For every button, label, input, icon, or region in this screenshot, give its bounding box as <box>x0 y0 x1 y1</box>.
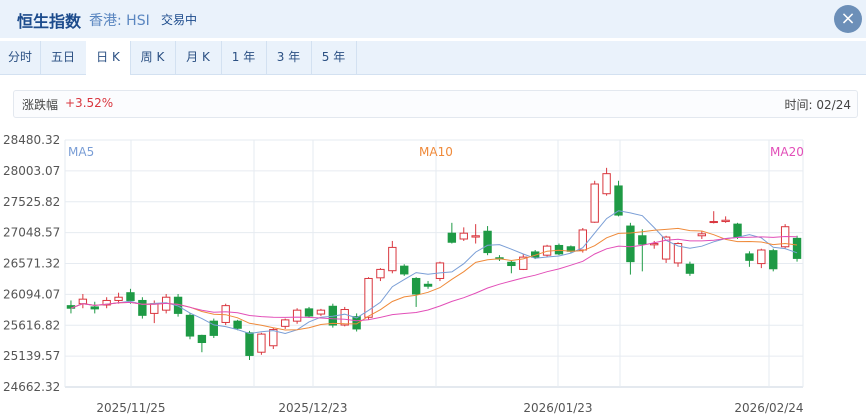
candle-body <box>411 277 421 295</box>
candle-body <box>269 329 278 347</box>
legend-ma10: MA10 <box>419 145 453 159</box>
candle-body <box>459 232 468 240</box>
y-tick-label: 26571.32 <box>3 257 60 271</box>
candle-body <box>471 235 480 238</box>
x-tick-label: 2026/01/23 <box>523 401 592 415</box>
y-tick-label: 28480.32 <box>3 133 60 147</box>
candle-body <box>400 265 409 275</box>
candle-body <box>435 262 445 279</box>
y-tick-label: 27525.82 <box>3 195 60 209</box>
candle-body <box>757 249 766 265</box>
candle-body <box>661 236 671 260</box>
candle-body <box>721 219 730 223</box>
candle-body <box>352 316 361 330</box>
candle-body <box>150 303 159 314</box>
candle-body <box>530 251 540 258</box>
candle-body <box>90 306 99 310</box>
candle-body <box>733 223 742 238</box>
y-tick-label: 25616.82 <box>3 318 60 332</box>
candle-body <box>507 261 516 267</box>
y-tick-label: 27048.57 <box>3 226 60 240</box>
candle-body <box>769 250 778 270</box>
candle-body <box>221 305 230 323</box>
ticker-label: 香港: HSI <box>89 13 150 29</box>
tab-monthly-k[interactable]: 月 K <box>175 41 222 74</box>
y-tick-label: 26094.07 <box>3 287 60 301</box>
candle-body <box>709 221 718 224</box>
title-bar: 恒生指数 香港: HSI 交易中 × <box>0 0 866 38</box>
close-icon[interactable]: × <box>834 5 862 33</box>
candle-body <box>602 173 611 195</box>
candle-body <box>745 253 754 261</box>
candle-body <box>388 246 397 272</box>
candle-body <box>614 185 623 216</box>
candle-body <box>364 277 373 318</box>
candle-body <box>685 263 695 274</box>
candle-body <box>340 309 349 326</box>
y-tick-label: 28003.07 <box>3 164 60 178</box>
tab-3-year[interactable]: 3 年 <box>266 41 312 74</box>
candle-body <box>447 232 457 243</box>
x-tick-label: 2025/11/25 <box>96 401 165 415</box>
candle-body <box>233 320 242 329</box>
x-tick-label: 2025/12/23 <box>278 401 347 415</box>
candle-body <box>78 298 88 305</box>
index-title: 恒生指数 <box>17 12 82 31</box>
tab-intraday[interactable]: 分时 <box>0 41 41 74</box>
candle-body <box>292 309 302 322</box>
candle-body <box>650 243 659 246</box>
y-tick-label: 25139.57 <box>3 349 60 363</box>
ma5-line <box>70 210 798 335</box>
time-label: 时间: 02/24 <box>784 98 851 112</box>
candle-body <box>697 233 707 237</box>
candle-body <box>185 314 195 337</box>
candle-body <box>673 243 683 264</box>
candle-body <box>245 332 254 356</box>
candle-body <box>114 296 123 301</box>
ma20-line <box>70 235 798 322</box>
candle-body <box>554 244 564 255</box>
candle-body <box>792 237 802 259</box>
tab-daily-k[interactable]: 日 K <box>86 41 131 75</box>
candle-body <box>578 229 587 251</box>
tab-5-year[interactable]: 5 年 <box>311 41 357 74</box>
candle-body <box>423 283 433 287</box>
x-tick-label: 2026/02/24 <box>734 401 803 415</box>
candle-body <box>316 309 326 315</box>
y-tick-label: 24662.32 <box>3 380 60 394</box>
tab-five-day[interactable]: 五日 <box>40 41 87 74</box>
candle-body <box>304 308 314 317</box>
candle-body <box>483 230 492 254</box>
candle-body <box>102 299 111 306</box>
tab-weekly-k[interactable]: 周 K <box>130 41 176 74</box>
kline-chart[interactable]: 28480.32 28003.07 27525.82 27048.57 26571.32… <box>0 126 866 416</box>
change-value: +3.52% <box>65 96 114 110</box>
candle-body <box>376 268 385 279</box>
candle-body <box>138 299 147 316</box>
period-tabs: 分时 五日 日 K 周 K 月 K 1 年 3 年 5 年 <box>0 41 866 75</box>
candle-body <box>257 333 266 353</box>
tab-1-year[interactable]: 1 年 <box>221 41 267 74</box>
legend-ma5: MA5 <box>68 145 94 159</box>
candle-body <box>638 235 647 245</box>
change-label: 涨跌幅 <box>22 98 59 112</box>
candle-body <box>281 319 290 327</box>
candle-body <box>126 292 135 301</box>
candle-body <box>626 225 635 263</box>
trading-status: 交易中 <box>161 13 198 27</box>
summary-bar: 涨跌幅 +3.52% 时间: 02/24 <box>13 90 858 118</box>
candle-body <box>519 256 528 270</box>
candle-body <box>209 320 218 336</box>
ma10-line <box>70 227 798 331</box>
candle-body <box>197 334 207 344</box>
candle-body <box>590 183 599 223</box>
legend-ma20: MA20 <box>770 145 804 159</box>
